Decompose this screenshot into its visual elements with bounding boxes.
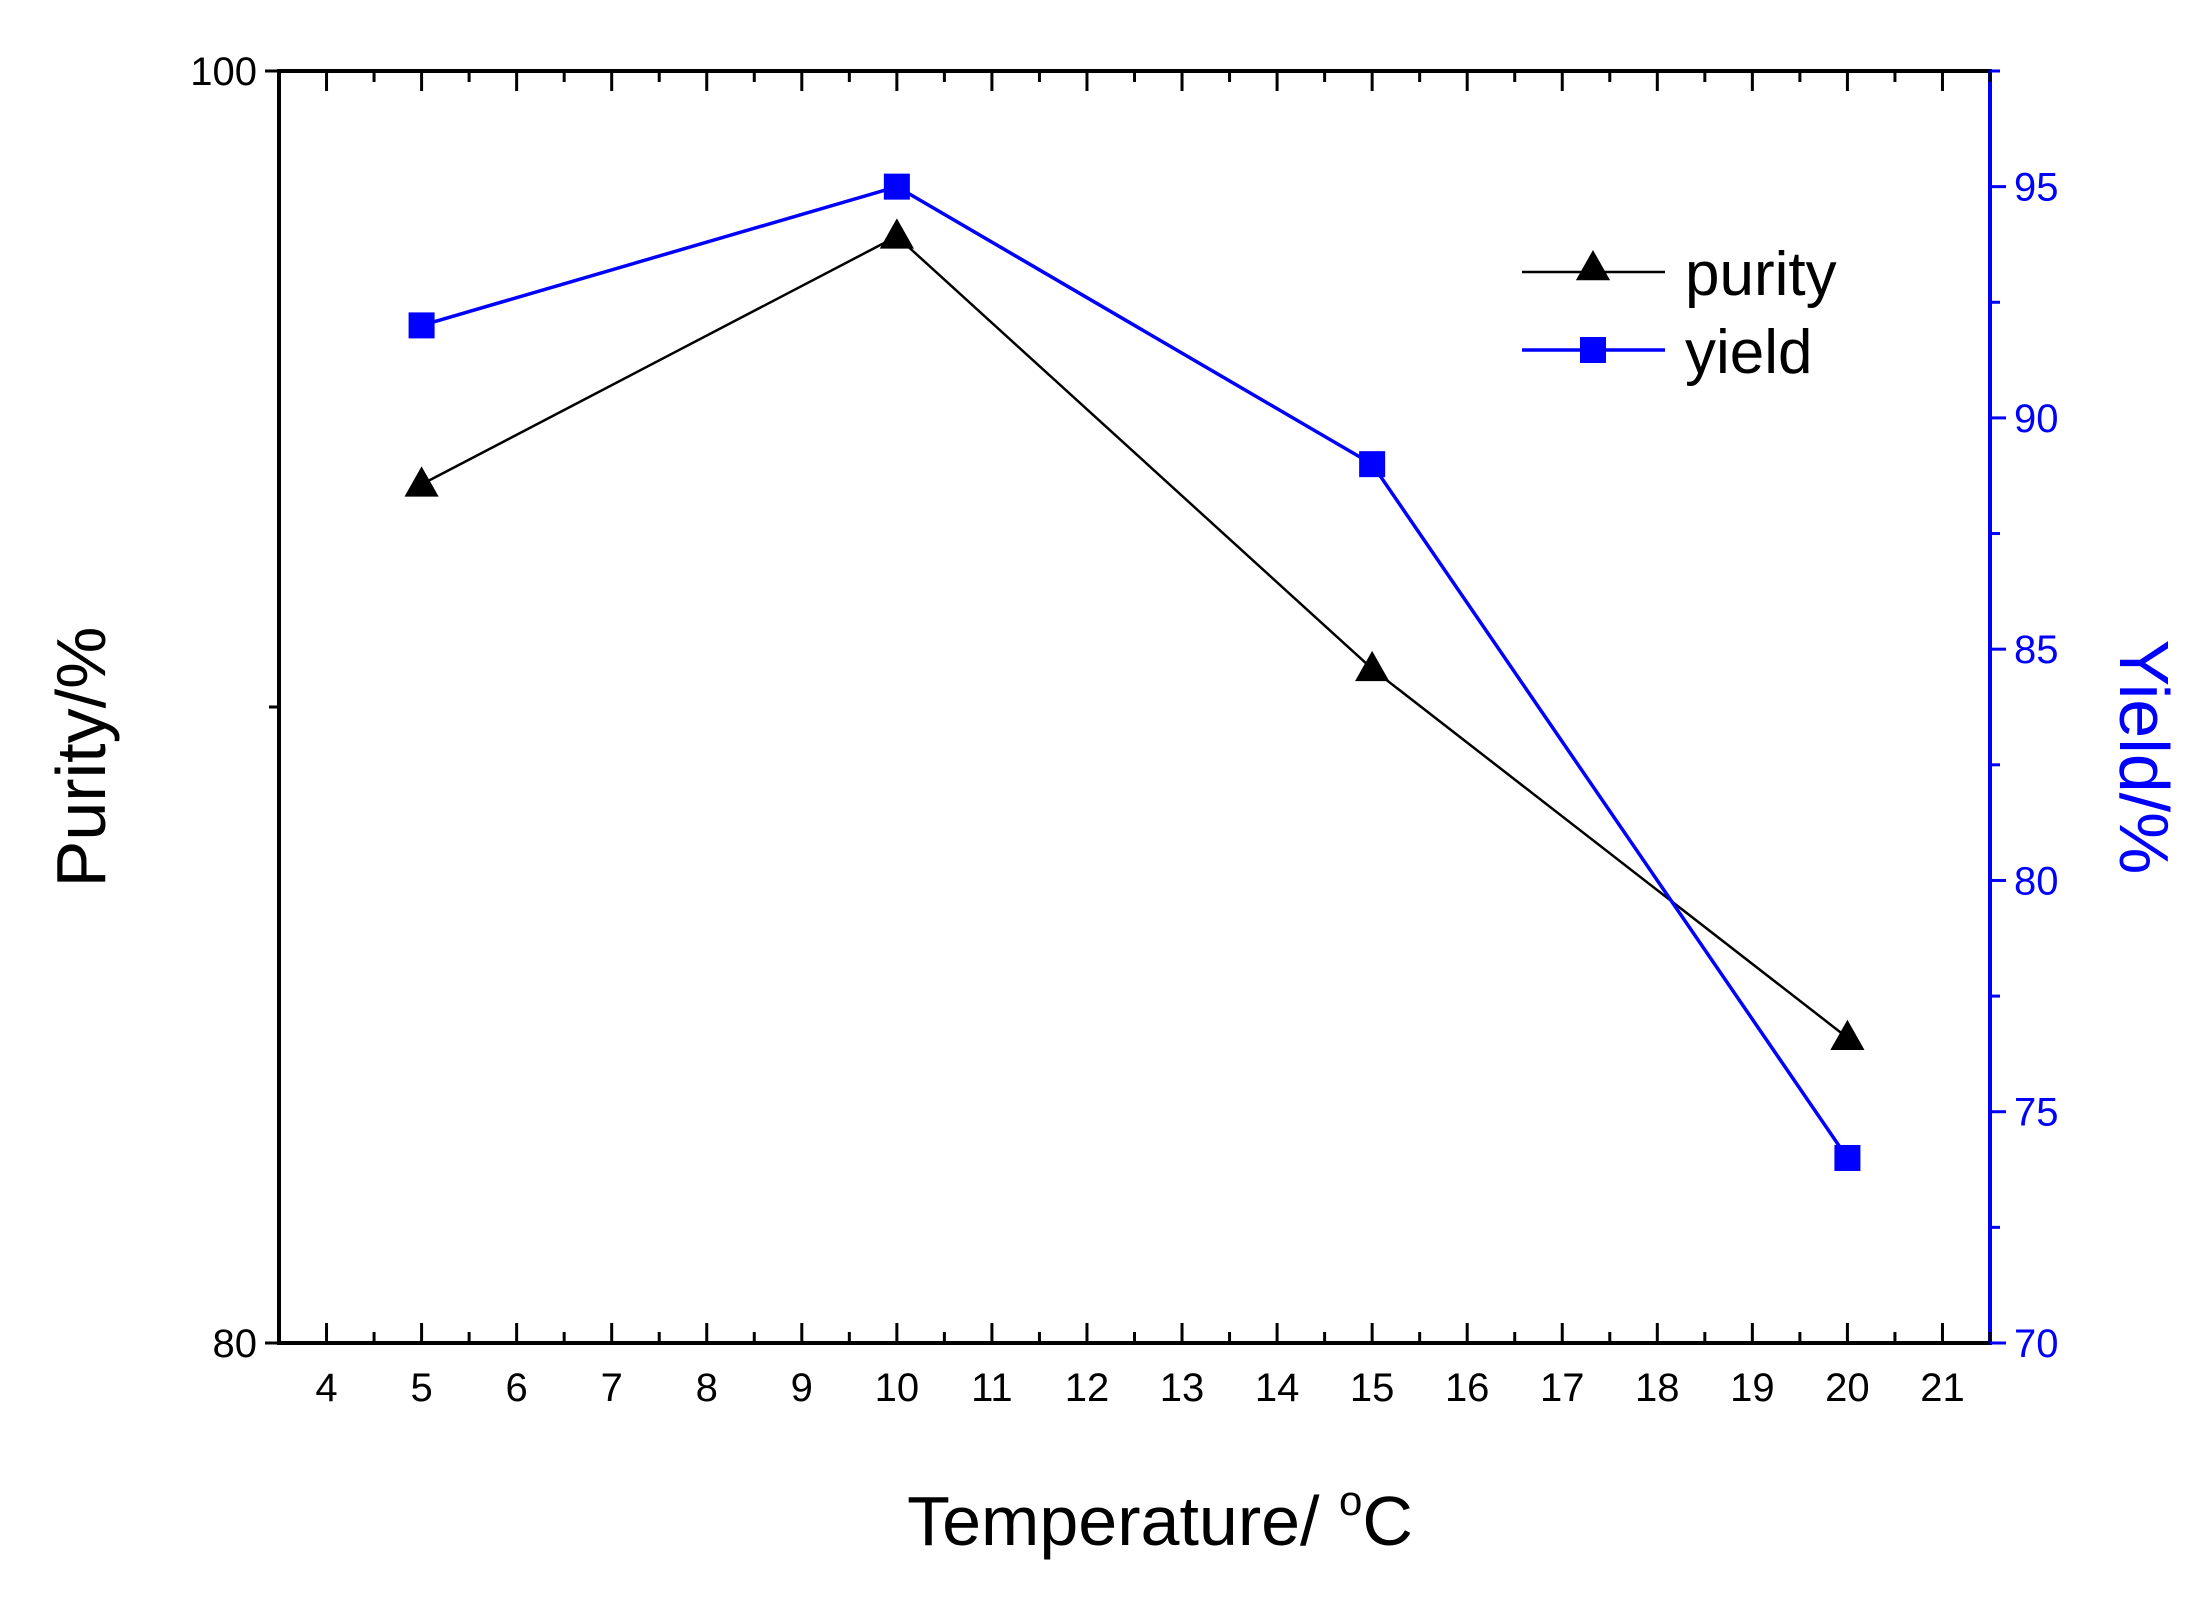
x-axis-title-degree: o [1339, 1477, 1362, 1524]
x-tick-label: 11 [971, 1366, 1013, 1410]
y-right-tick-label: 80 [2014, 859, 2059, 903]
y-right-tick-label: 75 [2014, 1091, 2059, 1135]
x-axis-title-unit: C [1362, 1482, 1413, 1560]
x-axis-title: Temperature/ oC [907, 1477, 1413, 1560]
data-point-purity [879, 218, 914, 249]
x-tick-label: 14 [1255, 1366, 1300, 1410]
data-point-purity [404, 466, 439, 497]
x-tick-label: 13 [1160, 1366, 1205, 1410]
legend-marker-yield [1580, 337, 1606, 363]
data-point-purity [1830, 1019, 1865, 1050]
y-right-tick-label: 90 [2014, 397, 2059, 441]
series-line-yield [421, 184, 1849, 1159]
x-tick-label: 19 [1730, 1366, 1775, 1410]
data-series [404, 173, 1865, 1171]
x-tick-label: 9 [791, 1366, 813, 1410]
x-tick-label: 5 [410, 1366, 432, 1410]
x-tick-label: 10 [875, 1366, 920, 1410]
x-tick-label: 15 [1350, 1366, 1395, 1410]
axis-ticks: 4 5 6 7 8 9 10 11 12 13 14 15 16 17 18 19 20 21 80 100 70 75 8… [190, 50, 2058, 1410]
y-left-tick-label: 80 [213, 1322, 258, 1366]
x-tick-label: 12 [1065, 1366, 1110, 1410]
y-right-tick-label: 70 [2014, 1322, 2059, 1366]
data-point-yield [1359, 451, 1386, 478]
x-tick-label: 7 [601, 1366, 623, 1410]
x-tick-label: 16 [1445, 1366, 1490, 1410]
x-tick-label: 8 [696, 1366, 718, 1410]
y-right-tick-label: 95 [2014, 166, 2059, 210]
y-left-axis-title: Purity/% [42, 627, 120, 888]
y-right-axis-title: Yield/% [2105, 640, 2183, 875]
data-point-purity [1355, 650, 1390, 682]
x-tick-label: 18 [1635, 1366, 1680, 1410]
legend-label-yield: yield [1685, 318, 1813, 387]
y-right-tick-label: 85 [2014, 628, 2059, 672]
x-axis-title-text: Temperature/ [907, 1482, 1339, 1560]
legend: purity yield [1522, 240, 1837, 387]
series-line-purity [421, 234, 1849, 1039]
x-tick-label: 6 [506, 1366, 528, 1410]
legend-marker-purity [1575, 250, 1611, 281]
data-point-yield [408, 312, 435, 339]
x-tick-label: 21 [1920, 1366, 1965, 1410]
x-tick-label: 17 [1540, 1366, 1585, 1410]
y-left-tick-label: 100 [190, 50, 257, 94]
x-tick-label: 4 [315, 1366, 337, 1410]
data-point-yield [1834, 1144, 1861, 1171]
x-tick-label: 20 [1825, 1366, 1870, 1410]
data-point-yield [883, 173, 910, 200]
legend-label-purity: purity [1685, 240, 1837, 309]
